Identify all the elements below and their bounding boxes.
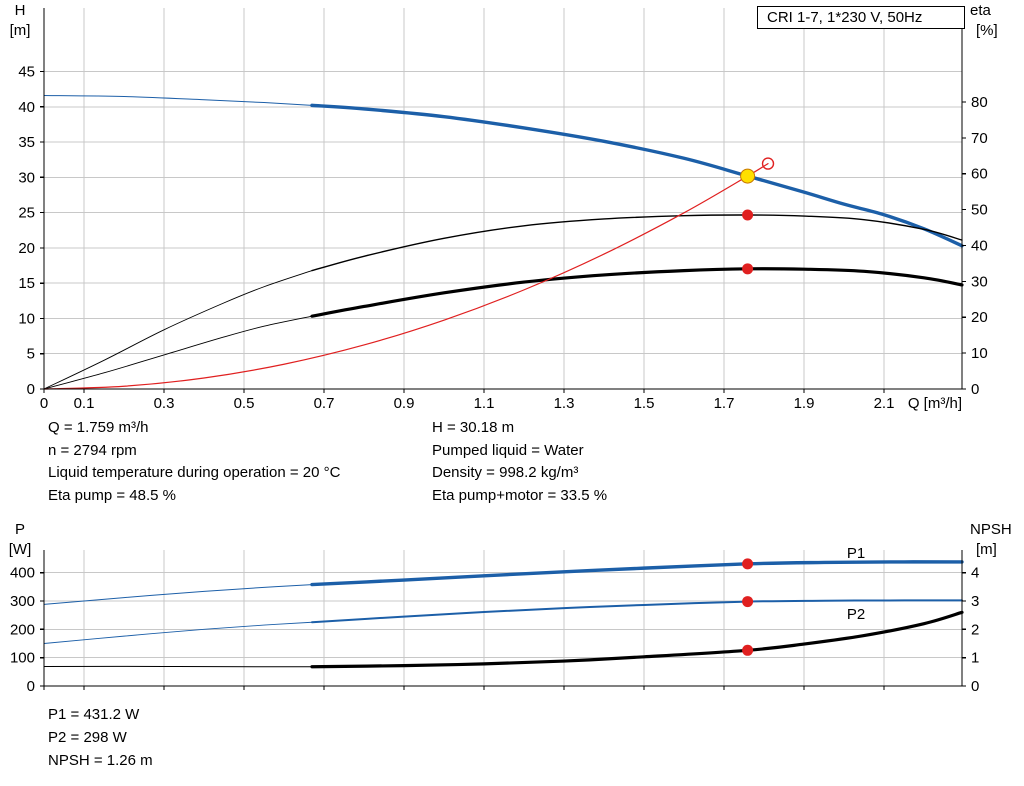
svg-text:35: 35	[18, 134, 35, 151]
info-eta-pump-motor: Eta pump+motor = 33.5 %	[432, 486, 608, 504]
info-speed: n = 2794 rpm	[48, 441, 137, 459]
svg-text:[m]: [m]	[10, 22, 31, 39]
chart-title-box: CRI 1-7, 1*230 V, 50Hz	[757, 6, 965, 29]
svg-text:eta: eta	[970, 2, 992, 19]
svg-text:60: 60	[971, 166, 988, 183]
svg-text:1.9: 1.9	[794, 395, 815, 412]
svg-text:100: 100	[10, 650, 35, 667]
svg-text:40: 40	[18, 99, 35, 116]
svg-text:0.7: 0.7	[314, 395, 335, 412]
svg-text:1.1: 1.1	[474, 395, 495, 412]
svg-text:20: 20	[971, 309, 988, 326]
svg-text:4: 4	[971, 565, 979, 582]
svg-text:10: 10	[971, 345, 988, 362]
svg-text:2: 2	[971, 621, 979, 638]
svg-text:Q [m³/h]: Q [m³/h]	[908, 395, 962, 412]
svg-text:30: 30	[18, 169, 35, 186]
svg-text:P2: P2	[847, 606, 865, 623]
svg-text:80: 80	[971, 94, 988, 111]
info-pumped-liquid: Pumped liquid = Water	[432, 441, 584, 459]
svg-text:40: 40	[971, 237, 988, 254]
svg-text:5: 5	[27, 346, 35, 363]
info-liquid-temperature: Liquid temperature during operation = 20…	[48, 464, 341, 481]
svg-text:50: 50	[971, 202, 988, 219]
svg-text:3: 3	[971, 593, 979, 610]
svg-text:0: 0	[971, 381, 979, 398]
info-npsh: NPSH = 1.26 m	[48, 752, 153, 769]
operating-point-info-right: H = 30.18 m Pumped liquid = Water Densit…	[432, 417, 607, 507]
svg-text:400: 400	[10, 565, 35, 582]
svg-text:0.3: 0.3	[154, 395, 175, 412]
svg-text:0: 0	[27, 678, 35, 695]
svg-text:P: P	[15, 521, 25, 538]
svg-text:1.7: 1.7	[714, 395, 735, 412]
svg-text:0: 0	[971, 678, 979, 695]
svg-text:25: 25	[18, 205, 35, 222]
svg-text:[%]: [%]	[976, 22, 998, 39]
svg-text:1: 1	[971, 650, 979, 667]
info-flow: Q = 1.759 m³/h	[48, 419, 149, 436]
svg-text:0.5: 0.5	[234, 395, 255, 412]
svg-text:0: 0	[40, 395, 48, 412]
svg-text:200: 200	[10, 621, 35, 638]
svg-text:10: 10	[18, 310, 35, 327]
svg-text:2.1: 2.1	[874, 395, 895, 412]
svg-text:NPSH: NPSH	[970, 521, 1012, 538]
svg-text:20: 20	[18, 240, 35, 257]
operating-point-info-left: Q = 1.759 m³/h n = 2794 rpm Liquid tempe…	[48, 417, 340, 507]
svg-text:1.3: 1.3	[554, 395, 575, 412]
svg-text:45: 45	[18, 64, 35, 81]
svg-text:15: 15	[18, 275, 35, 292]
chart-title: CRI 1-7, 1*230 V, 50Hz	[767, 9, 923, 26]
svg-text:1.5: 1.5	[634, 395, 655, 412]
info-density: Density = 998.2 kg/m³	[432, 464, 579, 481]
power-npsh-info: P1 = 431.2 W P2 = 298 W NPSH = 1.26 m	[48, 703, 153, 772]
info-head: H = 30.18 m	[432, 419, 515, 436]
info-eta-pump: Eta pump = 48.5 %	[48, 486, 176, 504]
svg-text:0.9: 0.9	[394, 395, 415, 412]
info-p1: P1 = 431.2 W	[48, 706, 140, 723]
svg-text:H: H	[15, 2, 26, 19]
svg-text:[W]: [W]	[9, 541, 32, 558]
svg-text:0: 0	[27, 381, 35, 398]
svg-text:0.1: 0.1	[74, 395, 95, 412]
svg-text:30: 30	[971, 273, 988, 290]
svg-text:P1: P1	[847, 545, 865, 562]
svg-text:300: 300	[10, 593, 35, 610]
svg-text:[m]: [m]	[976, 541, 997, 558]
info-p2: P2 = 298 W	[48, 729, 127, 746]
svg-text:70: 70	[971, 130, 988, 147]
